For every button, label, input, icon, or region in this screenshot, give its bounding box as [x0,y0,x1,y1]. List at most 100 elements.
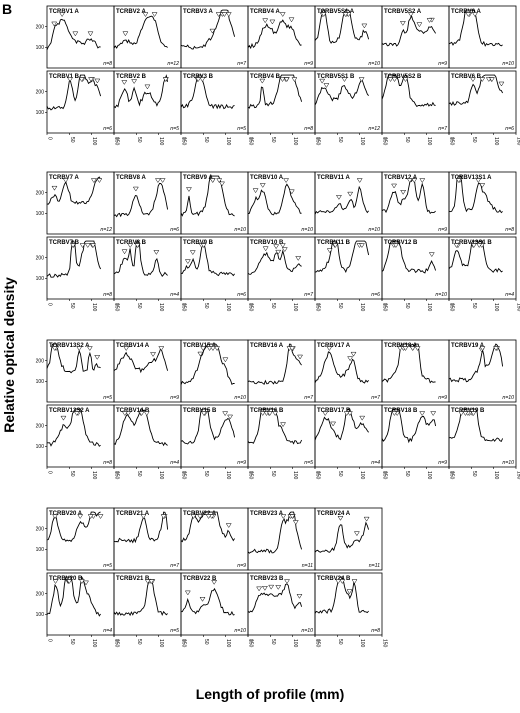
y-tick-label: 100 [36,547,45,553]
peak-marker [67,77,74,82]
peak-marker [77,514,84,519]
panel-n-value: n=12 [368,126,380,132]
panel-frame [180,236,249,300]
panel-title: TCRBV16 B [250,408,284,414]
peak-marker [358,243,365,248]
peak-marker [341,77,348,82]
peak-marker [90,178,97,183]
x-tick-label: 100 [359,639,365,648]
x-tick-label: 100 [426,137,432,146]
x-tick-label: 150 [382,639,388,648]
panel: TCRBV5S1 A n=10 [314,5,383,69]
x-tick-label: 0 [47,137,53,140]
peak-marker [86,346,93,351]
panel-n-value: n=9 [438,395,447,401]
peak-marker [62,178,69,183]
peak-marker [197,514,203,519]
x-tick-label: 50 [270,471,276,477]
profile-line [314,78,369,106]
x-tick-label: 0 [315,639,321,642]
peak-marker [262,246,269,252]
x-tick-label: 100 [91,137,97,146]
x-tick-label: 150 [114,137,120,146]
panel-frame [448,70,517,134]
panel-frame [113,236,182,300]
peak-marker [472,12,478,17]
peak-marker [291,77,298,82]
panel-n-value: n=5 [103,563,112,569]
x-tick-label: 150 [449,471,455,480]
profile-line [113,15,168,49]
peak-marker [479,346,486,351]
panel-n-value: n=10 [234,395,246,401]
peak-marker [219,181,225,187]
peak-marker [131,79,138,84]
panel-n-value: n=10 [435,292,447,298]
peak-marker [142,12,149,17]
x-tick-label: 0 [382,303,388,306]
panel-title: TCRBV24 B [317,576,351,582]
peak-marker [419,411,426,416]
peak-marker [335,195,342,200]
peak-marker [51,21,58,27]
peak-marker [279,243,286,248]
panel: TCRBV21 B n=5 [113,572,182,636]
x-tick-label: 150 [181,137,187,146]
panel-title: TCRBV21 A [116,511,150,517]
panel-title: TCRBV12 A [384,175,418,181]
x-tick-label: 0 [248,303,254,306]
peak-marker [51,185,58,191]
y-tick-label: 100 [36,45,45,51]
y-tick-label: 200 [36,89,45,95]
profile-line [381,343,436,384]
peak-marker [284,579,290,584]
x-tick-label: 100 [292,471,298,480]
peak-marker [162,77,169,82]
panel-frame [381,404,450,468]
peak-marker [288,189,295,195]
panel-n-value: n=7 [170,563,180,569]
profile-line [448,343,504,383]
peak-marker [292,520,299,525]
panel-title: TCRBV23 A [250,511,284,517]
panel-frame [180,507,249,571]
panel-title: TCRBV10 A [250,175,284,181]
peak-marker [391,77,398,82]
peak-marker [363,516,370,522]
panel-title: TCRBV13S1 A [451,175,492,181]
x-tick-label: 50 [69,303,75,309]
peak-marker [138,411,145,416]
peak-marker [279,77,286,82]
peak-marker [127,243,134,248]
profile-line [113,578,168,617]
panel: TCRBV13S2 A n=5 100 200 [36,339,115,403]
y-tick-label: 200 [36,190,45,196]
peak-marker [479,77,486,82]
x-tick-label: 50 [270,639,276,645]
panel-n-value: n=9 [237,460,246,466]
profile-line [247,183,302,216]
peak-marker [84,243,91,248]
x-tick-label: 0 [315,137,321,140]
peak-marker [351,579,358,584]
panel-title: TCRBV7 A [49,175,79,181]
peak-marker [462,411,469,416]
peak-marker [199,597,206,602]
panel: TCRBV12 B n=10 [381,236,450,300]
peak-marker [319,78,326,84]
panel-n-value: n=7 [237,61,247,67]
panel-title: TCRBV17 A [317,343,351,349]
panel-title: TCRBV22 B [183,576,217,582]
x-tick-label: 150 [382,303,388,312]
x-tick-label: 0 [248,471,254,474]
x-tick-label: 100 [158,471,164,480]
x-tick-label: 0 [181,639,187,642]
x-tick-label: 100 [158,303,164,312]
panel-title: TCRBV9 B [183,240,214,246]
profile-line [180,9,236,50]
peak-marker [79,243,86,248]
panel-n-value: n=9 [438,460,447,466]
peak-marker [94,78,101,84]
peak-marker [269,19,276,25]
peak-marker [83,580,89,586]
